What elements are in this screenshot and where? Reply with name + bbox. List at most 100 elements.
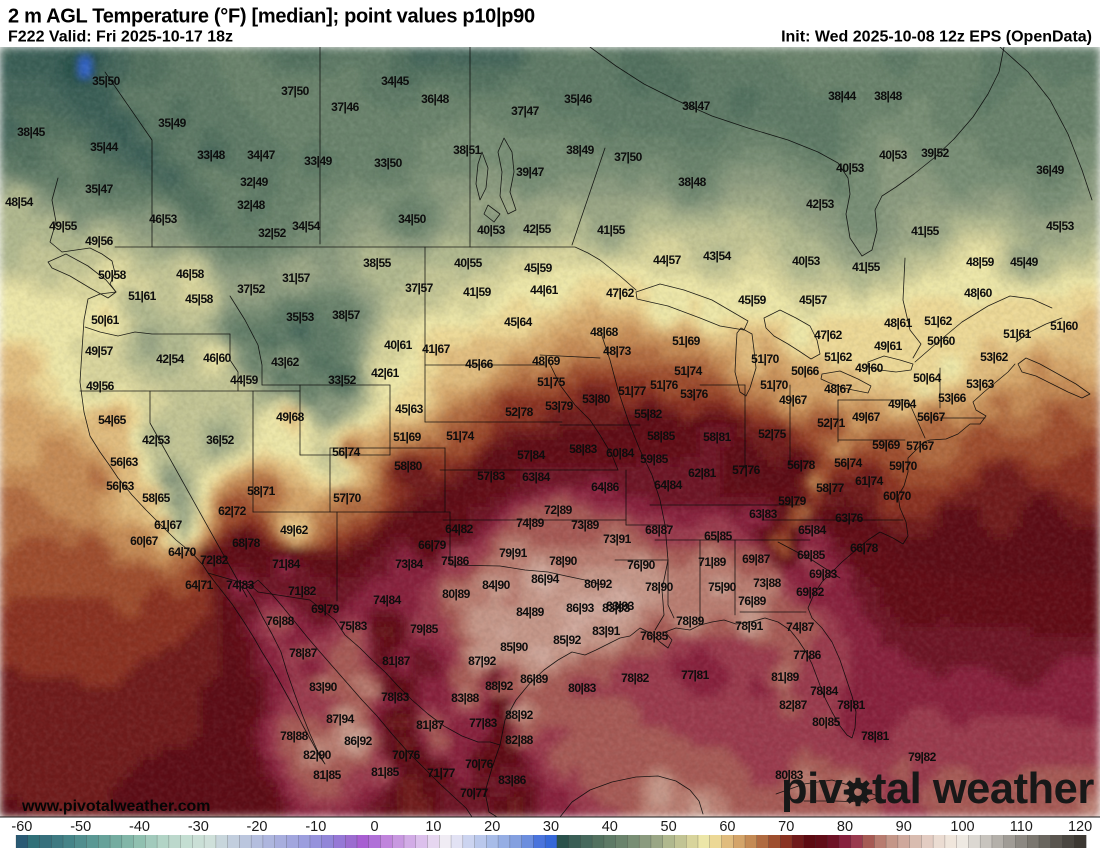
svg-text:58|71: 58|71 <box>247 484 276 498</box>
svg-text:78|81: 78|81 <box>861 729 890 743</box>
svg-text:88|92: 88|92 <box>505 708 534 722</box>
svg-text:51|77: 51|77 <box>618 384 647 398</box>
svg-text:70|76: 70|76 <box>465 757 494 771</box>
svg-text:56|74: 56|74 <box>332 445 361 459</box>
svg-text:38|48: 38|48 <box>678 175 707 189</box>
svg-text:46|58: 46|58 <box>176 267 205 281</box>
svg-text:66|78: 66|78 <box>850 541 879 555</box>
svg-text:39|47: 39|47 <box>516 165 545 179</box>
svg-text:87|92: 87|92 <box>468 654 497 668</box>
svg-text:64|71: 64|71 <box>185 578 214 592</box>
svg-text:86|94: 86|94 <box>531 572 560 586</box>
svg-text:51|60: 51|60 <box>1050 319 1079 333</box>
svg-text:53|66: 53|66 <box>938 391 967 405</box>
svg-text:41|59: 41|59 <box>463 285 492 299</box>
svg-text:51|70: 51|70 <box>760 378 789 392</box>
svg-text:49|55: 49|55 <box>49 219 78 233</box>
svg-text:37|52: 37|52 <box>237 282 266 296</box>
svg-text:32|49: 32|49 <box>240 175 269 189</box>
svg-text:83|88: 83|88 <box>451 691 480 705</box>
svg-text:60|84: 60|84 <box>606 446 635 460</box>
svg-text:65|85: 65|85 <box>704 529 733 543</box>
svg-text:40|61: 40|61 <box>384 338 413 352</box>
svg-text:86|92: 86|92 <box>344 734 373 748</box>
svg-text:64|82: 64|82 <box>445 522 474 536</box>
svg-text:80|89: 80|89 <box>442 587 471 601</box>
svg-text:44|61: 44|61 <box>530 283 559 297</box>
svg-text:78|91: 78|91 <box>735 619 764 633</box>
svg-text:50|66: 50|66 <box>791 364 820 378</box>
svg-text:43|62: 43|62 <box>271 355 300 369</box>
svg-text:74|83: 74|83 <box>226 578 255 592</box>
svg-text:78|90: 78|90 <box>645 580 674 594</box>
svg-text:49|62: 49|62 <box>280 523 309 537</box>
svg-text:48|68: 48|68 <box>590 325 619 339</box>
svg-text:57|67: 57|67 <box>906 439 935 453</box>
svg-text:50: 50 <box>661 819 677 835</box>
svg-text:51|62: 51|62 <box>924 314 953 328</box>
svg-text:84|89: 84|89 <box>516 605 545 619</box>
svg-text:39|52: 39|52 <box>921 146 950 160</box>
svg-text:85|92: 85|92 <box>553 633 582 647</box>
svg-text:71|84: 71|84 <box>272 557 301 571</box>
svg-text:75|83: 75|83 <box>339 619 368 633</box>
svg-text:76|90: 76|90 <box>627 558 656 572</box>
svg-text:63|83: 63|83 <box>749 507 778 521</box>
svg-text:49|67: 49|67 <box>779 393 808 407</box>
svg-text:32|48: 32|48 <box>237 198 266 212</box>
svg-text:51|62: 51|62 <box>824 350 853 364</box>
svg-text:64|84: 64|84 <box>654 478 683 492</box>
svg-text:48|59: 48|59 <box>966 255 995 269</box>
svg-text:36|49: 36|49 <box>1036 163 1065 177</box>
svg-text:-10: -10 <box>305 819 326 835</box>
svg-text:41|55: 41|55 <box>911 224 940 238</box>
svg-text:37|50: 37|50 <box>281 84 310 98</box>
svg-text:42|53: 42|53 <box>806 197 835 211</box>
svg-text:45|57: 45|57 <box>799 293 828 307</box>
svg-text:33|49: 33|49 <box>304 154 333 168</box>
svg-text:82|90: 82|90 <box>303 748 332 762</box>
svg-text:83|86: 83|86 <box>498 773 527 787</box>
svg-text:51|74: 51|74 <box>446 429 475 443</box>
svg-text:53|62: 53|62 <box>980 350 1009 364</box>
svg-text:45|49: 45|49 <box>1010 255 1039 269</box>
svg-text:73|89: 73|89 <box>571 518 600 532</box>
svg-text:40|55: 40|55 <box>454 256 483 270</box>
svg-text:33|50: 33|50 <box>374 156 403 170</box>
svg-text:-50: -50 <box>70 819 91 835</box>
svg-text:40|53: 40|53 <box>879 148 908 162</box>
svg-text:86|93: 86|93 <box>566 601 595 615</box>
svg-text:77|81: 77|81 <box>681 668 710 682</box>
svg-text:60|67: 60|67 <box>130 534 159 548</box>
svg-text:50|64: 50|64 <box>913 371 942 385</box>
svg-text:58|80: 58|80 <box>394 459 423 473</box>
svg-text:49|64: 49|64 <box>888 397 917 411</box>
svg-text:72|89: 72|89 <box>544 503 573 517</box>
svg-text:50|60: 50|60 <box>927 334 956 348</box>
svg-text:45|63: 45|63 <box>395 402 424 416</box>
svg-text:71|77: 71|77 <box>427 766 456 780</box>
svg-text:77|86: 77|86 <box>793 648 822 662</box>
svg-text:74|84: 74|84 <box>373 593 402 607</box>
svg-text:57|76: 57|76 <box>732 463 761 477</box>
svg-text:38|49: 38|49 <box>566 143 595 157</box>
svg-text:76|88: 76|88 <box>266 614 295 628</box>
svg-text:69|83: 69|83 <box>809 567 838 581</box>
svg-text:38|45: 38|45 <box>17 125 46 139</box>
svg-text:56|67: 56|67 <box>917 410 946 424</box>
svg-text:-40: -40 <box>129 819 150 835</box>
svg-text:37|47: 37|47 <box>511 104 540 118</box>
svg-text:69|87: 69|87 <box>742 552 771 566</box>
svg-text:57|84: 57|84 <box>517 448 546 462</box>
svg-text:33|48: 33|48 <box>197 148 226 162</box>
svg-text:40: 40 <box>602 819 618 835</box>
svg-text:83|93: 83|93 <box>606 599 635 613</box>
svg-text:78|90: 78|90 <box>549 554 578 568</box>
svg-text:45|64: 45|64 <box>504 315 533 329</box>
svg-text:49|57: 49|57 <box>85 344 114 358</box>
svg-text:38|51: 38|51 <box>453 143 482 157</box>
svg-text:69|85: 69|85 <box>797 548 826 562</box>
svg-text:38|55: 38|55 <box>363 256 392 270</box>
svg-text:30: 30 <box>543 819 559 835</box>
svg-text:60|70: 60|70 <box>883 489 912 503</box>
